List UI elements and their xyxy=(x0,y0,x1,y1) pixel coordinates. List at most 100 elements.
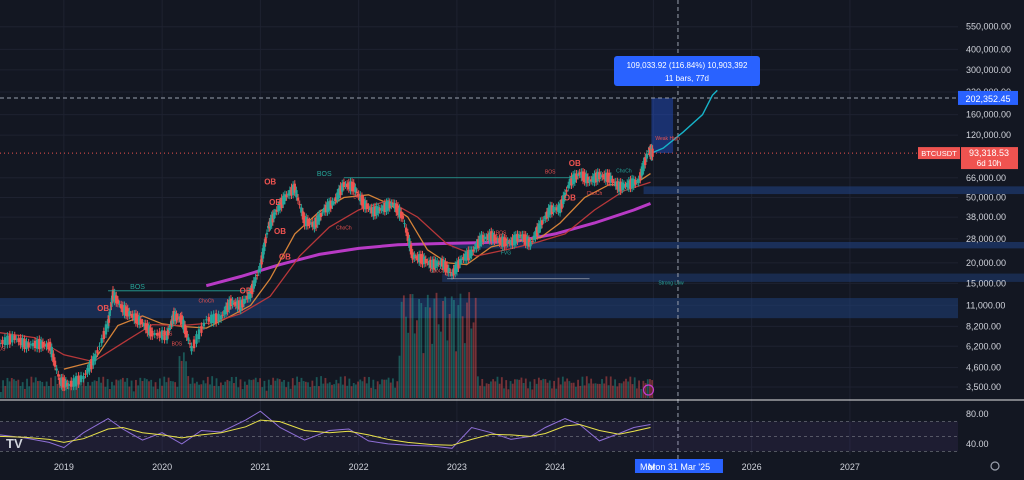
volume-bar xyxy=(533,379,536,398)
volume-bar xyxy=(130,380,133,398)
candle-body xyxy=(396,205,400,216)
zone-box xyxy=(0,298,958,319)
candle-body xyxy=(264,237,267,244)
volume-bar xyxy=(359,379,362,398)
price-tick: 15,000.00 xyxy=(966,278,1006,288)
candle-body xyxy=(393,203,396,209)
volume-bar xyxy=(115,379,118,398)
candle-body xyxy=(642,160,645,172)
candle-body xyxy=(70,380,73,387)
candle-body xyxy=(486,234,490,241)
volume-bar xyxy=(21,382,24,398)
volume-bar xyxy=(307,382,309,398)
price-tick: 160,000.00 xyxy=(966,110,1011,120)
candle-body xyxy=(126,308,129,317)
time-tick: 2023 xyxy=(447,462,467,472)
candle-body xyxy=(465,251,468,261)
candle-body xyxy=(272,212,276,219)
choch-label: ChoCh xyxy=(429,268,445,274)
volume-bar xyxy=(252,379,255,398)
volume-bar xyxy=(47,385,50,398)
volume-bar xyxy=(605,376,608,398)
candle-body xyxy=(622,183,626,188)
candle-body xyxy=(229,298,233,307)
candle-body xyxy=(131,314,134,318)
candle-body xyxy=(529,241,532,247)
volume-bar xyxy=(91,381,94,398)
volume-bar xyxy=(479,385,481,398)
candle-body xyxy=(517,234,521,239)
volume-bar xyxy=(346,385,349,398)
volume-bar xyxy=(124,381,126,398)
settings-gear-icon[interactable] xyxy=(990,461,1000,471)
volume-bar xyxy=(368,377,370,398)
candle-body xyxy=(575,173,578,180)
volume-bar xyxy=(598,383,601,398)
volume-bar xyxy=(228,381,231,398)
volume-bar xyxy=(531,389,534,398)
volume-bar xyxy=(609,376,612,398)
candle-body xyxy=(552,206,555,212)
candle-body xyxy=(63,378,66,388)
volume-bar xyxy=(355,384,357,398)
candle-body xyxy=(118,303,121,305)
volume-bar xyxy=(389,382,392,398)
candle-body xyxy=(66,383,69,386)
candle-body xyxy=(94,353,97,362)
candle-body xyxy=(588,179,591,183)
candle-body xyxy=(326,202,329,213)
volume-bar xyxy=(398,355,401,398)
candle-body xyxy=(200,325,203,333)
candle-body xyxy=(141,322,144,324)
candle-body xyxy=(221,314,224,316)
volume-bar xyxy=(509,381,512,398)
candle-body xyxy=(513,235,516,246)
candle-body xyxy=(168,327,171,331)
volume-bar xyxy=(102,376,105,398)
volume-bar xyxy=(34,377,37,398)
volume-bar xyxy=(139,377,142,398)
volume-bar xyxy=(237,387,240,398)
candle-body xyxy=(626,182,629,188)
candle-body xyxy=(185,330,188,338)
candle-body xyxy=(144,323,147,330)
ob-label: OB xyxy=(569,159,581,168)
candle-body xyxy=(321,212,324,214)
candle-body xyxy=(341,183,344,192)
candle-body xyxy=(176,316,180,320)
volume-bar xyxy=(280,381,283,398)
volume-bar xyxy=(433,298,436,398)
candle-body xyxy=(17,338,20,343)
candle-body xyxy=(124,306,128,316)
candle-body xyxy=(567,185,570,188)
volume-bar xyxy=(594,383,597,398)
volume-bar xyxy=(37,381,39,398)
candle-body xyxy=(180,315,183,325)
ob-label: OB xyxy=(274,227,286,236)
candle-body xyxy=(15,338,18,340)
candle-body xyxy=(257,269,260,273)
candle-body xyxy=(151,330,154,337)
candle-body xyxy=(404,227,408,233)
volume-bar xyxy=(405,316,407,398)
candle-body xyxy=(611,179,614,183)
candle-body xyxy=(357,193,360,197)
volume-bar xyxy=(287,381,290,398)
volume-bar xyxy=(67,384,70,398)
candle-body xyxy=(634,179,637,185)
volume-bar xyxy=(394,387,397,398)
candle-body xyxy=(231,300,234,306)
candle-body xyxy=(13,335,16,341)
candle-body xyxy=(344,184,347,186)
volume-bar xyxy=(431,343,434,398)
time-tick: 2027 xyxy=(840,462,860,472)
volume-bar xyxy=(646,379,649,398)
candle-body xyxy=(223,310,226,315)
volume-bar xyxy=(537,377,540,398)
candle-body xyxy=(282,195,285,205)
volume-bar xyxy=(154,382,157,398)
candle-body xyxy=(166,329,170,336)
